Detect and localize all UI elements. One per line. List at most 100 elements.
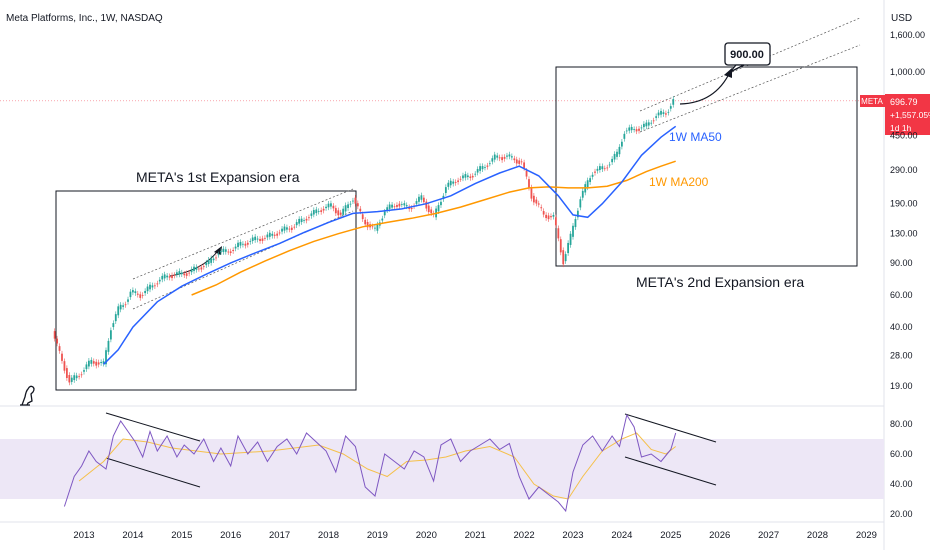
candle-body xyxy=(474,173,477,175)
candle-body xyxy=(383,211,386,216)
candle-body xyxy=(151,285,154,288)
candle-body xyxy=(107,340,110,352)
candle-body xyxy=(332,205,335,209)
price-axis[interactable]: 1,600.00 1,000.00 450.00 290.00 190.00 130.00… xyxy=(890,30,925,391)
candle-body xyxy=(100,362,103,364)
candle-body xyxy=(371,226,374,228)
candle-body xyxy=(112,323,115,328)
arrow-head-2 xyxy=(724,68,732,78)
candle-body xyxy=(176,272,178,275)
candle-body xyxy=(339,212,342,215)
candle-body xyxy=(251,237,254,241)
candle-body xyxy=(657,112,660,116)
candle-body xyxy=(581,190,584,198)
candle-body xyxy=(462,175,464,179)
candle-body xyxy=(486,165,489,167)
candle-body xyxy=(613,153,616,160)
candle-body xyxy=(242,243,244,245)
rsi-axis[interactable]: 80.00 60.00 40.00 20.00 xyxy=(890,419,913,519)
candle-body xyxy=(596,168,599,171)
badge-price: 696.79 xyxy=(890,97,918,107)
candle-body xyxy=(635,129,638,132)
candle-body xyxy=(471,175,474,178)
candle-body xyxy=(621,141,623,147)
rsi-band xyxy=(0,439,884,499)
candle-body xyxy=(601,166,604,170)
candle-body xyxy=(454,182,457,183)
candle-body xyxy=(222,248,225,252)
candle-body xyxy=(210,258,213,263)
candle-body xyxy=(325,206,327,209)
candle-body xyxy=(315,209,318,214)
candle-body xyxy=(75,375,78,379)
price-candles xyxy=(53,96,675,386)
time-tick-label: 2014 xyxy=(122,530,143,541)
price-tick-label: 19.00 xyxy=(890,381,913,391)
candle-body xyxy=(540,207,543,209)
candle-body xyxy=(444,187,447,193)
candle-body xyxy=(518,160,521,164)
candle-body xyxy=(185,273,188,276)
badge-countdown: 1d 1h xyxy=(890,123,912,133)
candle-body xyxy=(586,180,589,188)
candle-body xyxy=(188,272,191,274)
time-tick-label: 2015 xyxy=(171,530,192,541)
candle-body xyxy=(95,361,98,366)
candle-body xyxy=(606,167,609,169)
candle-body xyxy=(200,267,203,270)
candle-body xyxy=(232,249,235,252)
candle-body xyxy=(244,243,247,246)
time-tick-label: 2019 xyxy=(367,530,388,541)
candle-body xyxy=(381,218,384,221)
candle-body xyxy=(349,203,352,205)
expansion1-label: META's 1st Expansion era xyxy=(136,169,300,185)
candle-body xyxy=(513,158,516,161)
candle-body xyxy=(427,205,430,213)
time-axis[interactable]: 2013 2014 2015 2016 2017 2018 2019 2020 2021 2022… xyxy=(73,530,877,541)
candle-body xyxy=(58,346,61,351)
candle-body xyxy=(420,195,423,200)
candle-body xyxy=(136,293,139,295)
candle-body xyxy=(647,122,650,126)
candle-body xyxy=(171,275,173,279)
candle-body xyxy=(591,174,594,177)
time-tick-label: 2023 xyxy=(562,530,583,541)
candle-body xyxy=(589,178,592,183)
candle-body xyxy=(386,207,389,211)
candle-body xyxy=(273,234,276,236)
candle-body xyxy=(638,128,640,131)
candle-body xyxy=(317,211,320,212)
candle-body xyxy=(479,166,481,171)
candle-body xyxy=(503,156,506,159)
candle-body xyxy=(220,251,222,253)
candle-body xyxy=(141,294,144,296)
candle-body xyxy=(312,210,315,215)
ma200-line xyxy=(191,160,676,296)
candle-body xyxy=(229,251,232,253)
rsi-channel2-top xyxy=(624,413,717,443)
candle-body xyxy=(119,304,122,310)
arrow-curve-2 xyxy=(679,71,731,105)
arrow-head-1 xyxy=(214,246,222,255)
candle-body xyxy=(608,164,611,166)
candle-body xyxy=(559,239,562,253)
price-tick-label: 450.00 xyxy=(890,130,918,140)
candle-body xyxy=(564,254,567,262)
candle-body xyxy=(352,200,354,202)
candle-body xyxy=(393,206,396,208)
candle-body xyxy=(447,182,450,187)
candle-body xyxy=(508,154,511,157)
candle-body xyxy=(532,195,535,203)
candle-body xyxy=(484,167,486,168)
candle-body xyxy=(202,266,205,268)
candle-body xyxy=(237,242,239,248)
candle-body xyxy=(374,227,376,229)
candle-body xyxy=(163,274,166,279)
candle-body xyxy=(437,205,440,212)
candle-body xyxy=(127,299,129,302)
channel1-top xyxy=(132,188,354,280)
candle-body xyxy=(322,208,325,211)
candle-body xyxy=(161,275,164,280)
candle-body xyxy=(523,162,525,168)
